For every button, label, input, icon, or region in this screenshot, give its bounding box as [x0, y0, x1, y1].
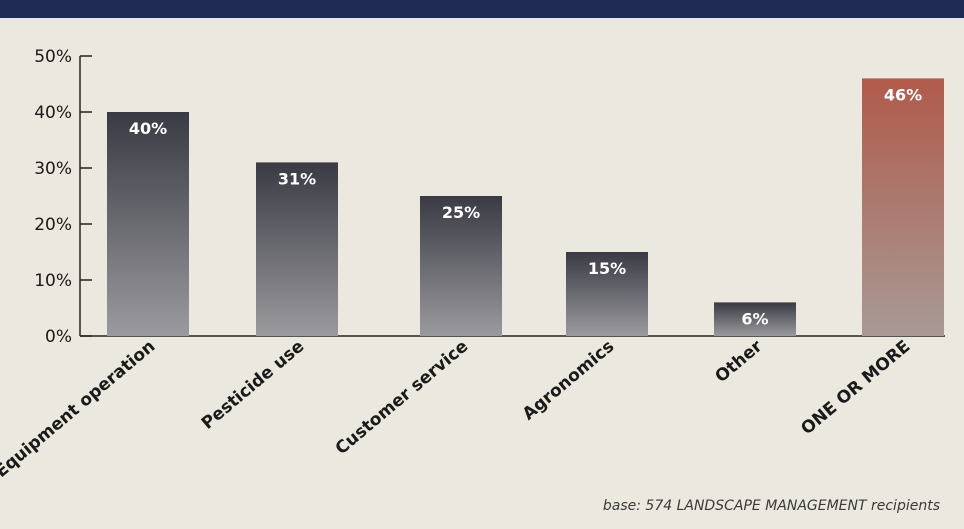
footnote: base: 574 LANDSCAPE MANAGEMENT recipient…: [602, 498, 940, 514]
bar-value-label: 40%: [129, 119, 167, 138]
header-band: [0, 0, 964, 18]
y-tick-label: 10%: [34, 271, 72, 291]
y-tick-label: 20%: [34, 215, 72, 235]
y-tick-label: 40%: [34, 103, 72, 123]
bar: [862, 78, 944, 337]
x-tick-label: ONE OR MORE: [797, 337, 914, 440]
bar-value-label: 31%: [278, 169, 316, 188]
bar: [107, 112, 189, 336]
x-tick-label: Agronomics: [519, 337, 618, 425]
y-tick-label: 30%: [34, 159, 72, 179]
y-tick-label: 0%: [45, 327, 72, 347]
bar: [566, 252, 648, 336]
x-tick-label: Pesticide use: [198, 337, 308, 434]
bar: [714, 302, 796, 336]
x-tick-label: Other: [712, 336, 767, 387]
x-tick-label: Equipment operation: [0, 337, 159, 482]
bar-value-label: 6%: [741, 309, 768, 328]
y-tick-label: 50%: [34, 47, 72, 67]
bar: [256, 162, 338, 336]
bar-value-label: 46%: [884, 85, 922, 104]
axes: 0% 10% 20% 30% 40% 50%: [34, 47, 945, 347]
bar-value-label: 15%: [588, 259, 626, 278]
bars: 40% Equipment operation 31% Pesticide use 25…: [0, 78, 944, 482]
bar: [420, 196, 502, 336]
bar-value-label: 25%: [442, 203, 480, 222]
x-tick-label: Customer service: [332, 337, 472, 459]
